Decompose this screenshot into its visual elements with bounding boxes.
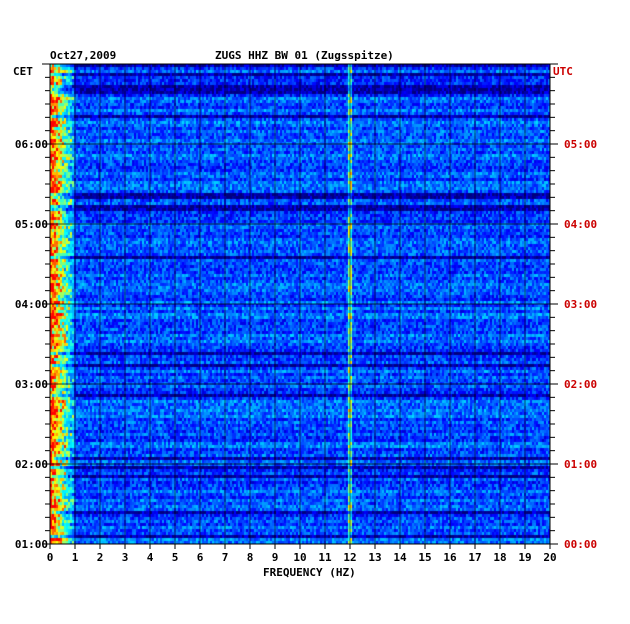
right-tick-label: 03:00 (564, 298, 597, 311)
left-tick-label: 02:00 (15, 458, 48, 471)
right-tick-label: 02:00 (564, 378, 597, 391)
chart-date: Oct27,2009 (50, 49, 116, 62)
left-tick-label: 04:00 (15, 298, 48, 311)
x-tick-label: 11 (318, 551, 332, 564)
x-tick-label: 16 (443, 551, 457, 564)
left-tick-label: 03:00 (15, 378, 48, 391)
x-tick-label: 14 (393, 551, 407, 564)
x-tick-label: 9 (272, 551, 279, 564)
x-tick-label: 0 (47, 551, 54, 564)
x-tick-label: 18 (493, 551, 506, 564)
right-axis-label: UTC (553, 65, 573, 78)
chart-grid (50, 64, 550, 544)
x-tick-label: 4 (147, 551, 154, 564)
left-axis-label: CET (13, 65, 33, 78)
x-tick-label: 7 (222, 551, 229, 564)
x-tick-label: 20 (543, 551, 556, 564)
x-tick-label: 15 (418, 551, 431, 564)
x-tick-label: 6 (197, 551, 204, 564)
x-tick-label: 8 (247, 551, 254, 564)
x-tick-label: 13 (368, 551, 381, 564)
left-tick-label: 01:00 (15, 538, 48, 551)
x-tick-label: 1 (72, 551, 79, 564)
right-tick-label: 01:00 (564, 458, 597, 471)
x-tick-label: 2 (97, 551, 104, 564)
chart-title: ZUGS HHZ BW 01 (Zugsspitze) (215, 49, 394, 62)
x-axis-label: FREQUENCY (HZ) (263, 566, 356, 579)
right-tick-label: 04:00 (564, 218, 597, 231)
left-tick-label: 05:00 (15, 218, 48, 231)
x-tick-label: 17 (468, 551, 481, 564)
right-tick-label: 00:00 (564, 538, 597, 551)
right-tick-label: 05:00 (564, 138, 597, 151)
left-tick-label: 06:00 (15, 138, 48, 151)
x-tick-label: 3 (122, 551, 129, 564)
x-tick-label: 19 (518, 551, 531, 564)
x-tick-label: 12 (343, 551, 356, 564)
x-tick-label: 10 (293, 551, 306, 564)
x-tick-label: 5 (172, 551, 179, 564)
